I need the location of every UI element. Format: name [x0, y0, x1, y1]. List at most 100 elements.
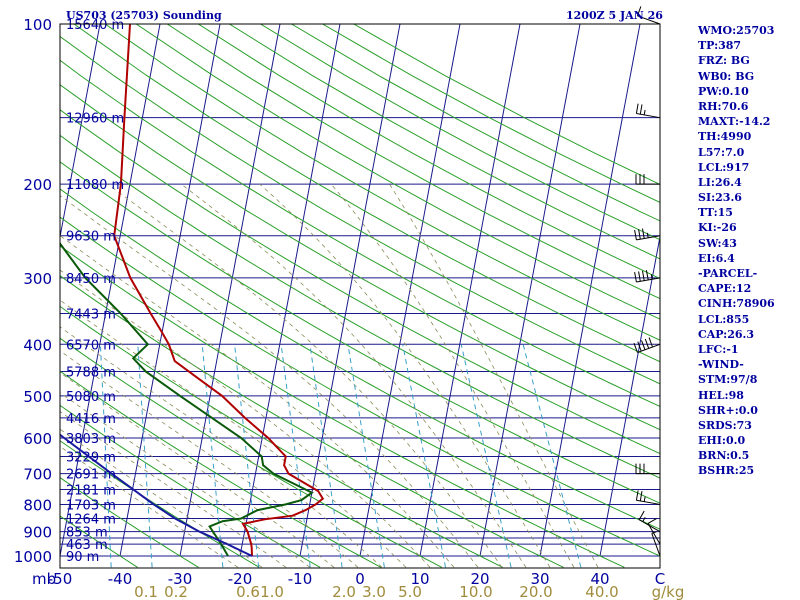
height-label: 4416 m	[66, 412, 116, 427]
pressure-tick-label: 400	[23, 336, 52, 354]
isotherm-line	[60, 24, 101, 240]
height-label: 2181 m	[66, 484, 116, 499]
isobar-grid	[60, 23, 660, 557]
index-item: L57:7.0	[698, 145, 745, 159]
pressure-tick-label: 500	[23, 388, 52, 406]
index-item: RH:70.6	[698, 99, 749, 113]
pressure-tick-label: 700	[23, 466, 52, 484]
wind-barb-flag	[642, 270, 645, 281]
height-label: 7443 m	[66, 307, 116, 322]
isotherm-line	[539, 24, 641, 557]
mixing-ratio-line	[347, 344, 385, 568]
dry-adiabat	[60, 305, 503, 568]
temperature-tick-label: 30	[530, 570, 549, 588]
wind-barb	[635, 103, 661, 119]
dry-adiabat	[60, 59, 660, 408]
wind-barb-flag	[644, 338, 650, 349]
moist-adiabat	[60, 195, 479, 568]
height-label: 3229 m	[66, 450, 116, 465]
height-label: 1703 m	[66, 498, 116, 513]
mixing-ratio-label: 0.1	[134, 583, 158, 600]
wind-barb-flag	[638, 271, 641, 282]
height-label: 5080 m	[66, 390, 116, 405]
temperature-unit-label: C	[655, 570, 665, 588]
height-label: 3803 m	[66, 432, 116, 447]
plot-frame	[59, 23, 661, 569]
index-item: LI:26.4	[698, 175, 742, 189]
moist-adiabat	[60, 428, 263, 568]
temperature-tick-label: 10	[410, 570, 429, 588]
wind-barb-half	[643, 496, 646, 502]
moist-adiabat	[180, 183, 527, 568]
wind-barb-flag	[633, 342, 638, 353]
height-label: 2691 m	[66, 468, 116, 483]
index-item: KI:-26	[698, 221, 737, 235]
mixing-ratio-label: g/kg	[652, 583, 685, 600]
wind-barb-flag	[639, 491, 643, 502]
height-label: 11080 m	[66, 178, 124, 193]
wind-barb-shaft	[638, 519, 661, 533]
temperature-tick-label: 40	[590, 570, 609, 588]
wind-barb-flag	[647, 517, 657, 524]
wind-barb	[638, 510, 661, 533]
dry-adiabat	[60, 84, 660, 431]
index-item: SI:23.6	[698, 191, 742, 205]
station-title: US703 (25703) Sounding	[66, 9, 222, 22]
mixing-ratio-line	[137, 344, 153, 568]
wind-barb-flag	[634, 272, 637, 283]
index-item: TH:4990	[698, 130, 752, 144]
wind-barb-flag	[636, 6, 642, 16]
index-item: SHR+:0.0	[698, 403, 758, 417]
wind-barb-flag	[642, 228, 645, 239]
wind-barb-shaft	[647, 523, 661, 545]
moist-adiabat	[60, 326, 383, 568]
height-label: 15640 m	[66, 18, 124, 33]
pressure-tick-label: 600	[23, 430, 52, 448]
temperature-line	[113, 24, 325, 557]
index-item: WB0: BG	[698, 69, 755, 83]
temperature-tick-label: -10	[288, 570, 313, 588]
index-item: MAXT:-14.2	[698, 115, 771, 129]
dry-adiabat	[60, 275, 564, 568]
pressure-tick-label: 1000	[14, 548, 52, 566]
height-label: 1264 m	[66, 512, 116, 527]
isotherm-line	[239, 24, 341, 557]
wind-barb-shaft	[636, 277, 661, 283]
index-item: SW:43	[698, 236, 737, 250]
sounding-series	[60, 24, 325, 557]
index-item: PW:0.10	[698, 84, 749, 98]
height-label: 12960 m	[66, 112, 124, 127]
mixing-ratio-label: 3.0	[362, 583, 386, 600]
index-item: LCL:855	[698, 312, 750, 326]
moist-adiabat	[330, 183, 575, 568]
stability-indices: WMO:25703 TP:387 FRZ: BG WB0: BG PW:0.10 RH:7…	[698, 23, 775, 479]
temperature-tick-label: -30	[168, 570, 193, 588]
pressure-unit-label: mb	[32, 570, 56, 588]
index-item: EI:6.4	[698, 251, 735, 265]
mixing-ratio-label: 0.2	[164, 583, 188, 600]
wind-barb-flag	[641, 340, 646, 350]
mixing-ratio-line	[99, 344, 112, 568]
dry-adiabat	[104, 24, 660, 341]
mixing-ratio-line	[460, 344, 512, 568]
dry-adiabat	[60, 245, 625, 568]
height-label: 6570 m	[66, 338, 116, 353]
height-label: 463 m	[66, 538, 108, 553]
mixing-ratio-line	[309, 344, 343, 568]
index-item: STM:97/8	[698, 373, 758, 387]
wind-barb-shaft	[637, 15, 661, 25]
wind-barb-half	[651, 531, 657, 534]
temperature-tick-label: 0	[355, 570, 365, 588]
wind-barb	[636, 6, 661, 25]
mixing-ratio-label: 20.0	[519, 583, 552, 600]
mixing-ratio-line	[402, 344, 446, 568]
parcel-line	[60, 433, 253, 557]
mixing-ratio-line	[234, 344, 260, 568]
index-item: FRZ: BG	[698, 54, 750, 68]
moist-adiabat	[60, 392, 311, 568]
isotherm-line	[479, 24, 581, 557]
index-item: TP:387	[698, 39, 742, 53]
index-item: LFC:-1	[698, 342, 739, 356]
temperature-tick-label: 20	[470, 570, 489, 588]
index-item: HEL:98	[698, 388, 744, 402]
